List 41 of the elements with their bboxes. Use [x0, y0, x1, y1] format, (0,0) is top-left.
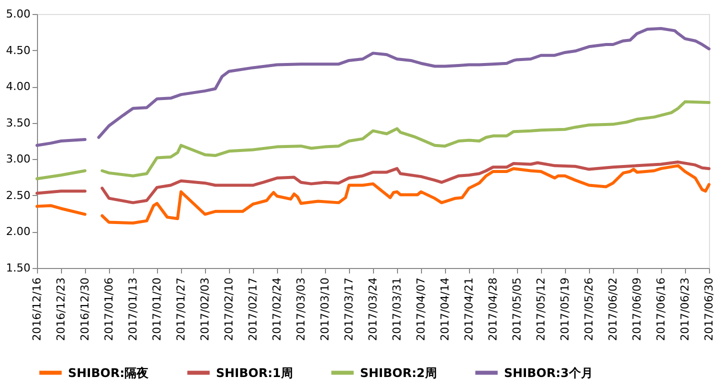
x-tick-label: 2016/12/30: [78, 278, 92, 341]
x-tick-label: 2017/01/20: [150, 278, 164, 341]
x-tick-label: 2017/03/03: [294, 278, 308, 341]
legend-label: SHIBOR:隔夜: [68, 366, 150, 380]
x-tick-label: 2017/03/31: [390, 278, 404, 341]
x-tick-label: 2017/05/05: [510, 278, 524, 341]
y-tick-label: 2.00: [6, 225, 30, 238]
x-tick-label: 2017/02/24: [270, 278, 284, 341]
x-tick-label: 2017/06/30: [702, 278, 716, 341]
y-tick-label: 4.50: [6, 44, 30, 57]
x-tick-label: 2017/04/07: [414, 278, 428, 341]
x-tick-label: 2017/01/27: [174, 278, 188, 341]
x-tick-label: 2017/02/03: [198, 278, 212, 341]
x-tick-label: 2017/06/23: [678, 278, 692, 341]
x-tick-label: 2017/02/10: [222, 278, 236, 341]
legend-label: SHIBOR:3个月: [504, 366, 593, 380]
x-tick-label: 2017/06/16: [654, 278, 668, 341]
x-tick-label: 2017/04/28: [486, 278, 500, 341]
x-tick-label: 2016/12/16: [30, 278, 44, 341]
x-tick-label: 2017/04/21: [462, 278, 476, 341]
x-tick-label: 2017/03/10: [318, 278, 332, 341]
x-tick-label: 2017/03/24: [366, 278, 380, 341]
x-tick-label: 2017/03/17: [342, 278, 356, 341]
y-tick-label: 5.00: [6, 8, 30, 20]
x-tick-label: 2017/05/26: [582, 278, 596, 341]
y-tick-label: 2.50: [6, 188, 30, 202]
y-tick-label: 1.50: [6, 262, 30, 274]
x-tick-label: 2017/05/19: [558, 278, 572, 341]
legend-label: SHIBOR:1周: [216, 366, 293, 380]
x-tick-label: 2017/06/09: [630, 278, 644, 341]
y-tick-label: 4.00: [6, 80, 30, 94]
x-tick-label: 2017/01/06: [102, 278, 116, 341]
x-tick-label: 2017/04/14: [438, 278, 452, 341]
x-tick-label: 2017/05/12: [534, 278, 548, 341]
y-tick-label: 3.00: [6, 152, 30, 166]
x-tick-label: 2017/06/02: [606, 278, 620, 341]
legend-label: SHIBOR:2周: [360, 366, 437, 380]
x-tick-label: 2017/01/13: [126, 278, 140, 341]
x-tick-label: 2017/02/17: [246, 278, 260, 341]
x-tick-label: 2016/12/23: [54, 278, 68, 341]
y-tick-label: 3.50: [6, 116, 30, 130]
